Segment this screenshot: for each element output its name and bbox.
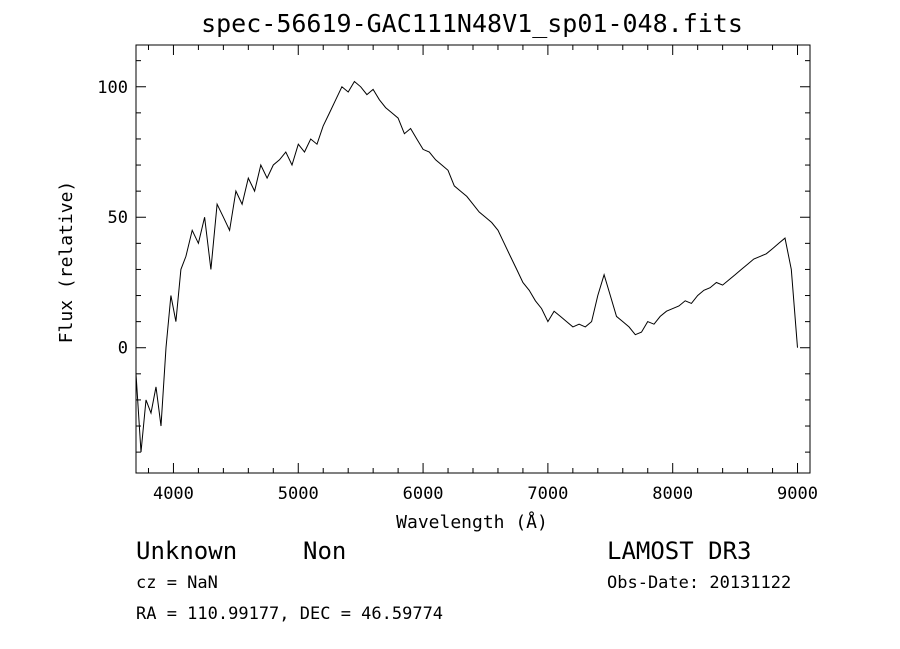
x-tick-label: 8000 bbox=[652, 484, 693, 504]
obs-date-text: Obs-Date: 20131122 bbox=[607, 573, 791, 593]
y-tick-label: 50 bbox=[108, 208, 128, 228]
survey-name: LAMOST DR3 bbox=[607, 537, 752, 565]
object-subclass: Non bbox=[303, 537, 346, 565]
y-axis-label: Flux (relative) bbox=[56, 181, 77, 344]
x-tick-label: 9000 bbox=[777, 484, 818, 504]
x-tick-label: 5000 bbox=[278, 484, 319, 504]
x-axis-label: Wavelength (Å) bbox=[396, 511, 548, 533]
plot-frame bbox=[135, 44, 811, 474]
y-tick-label: 100 bbox=[97, 78, 128, 98]
coords-text: RA = 110.99177, DEC = 46.59774 bbox=[136, 604, 443, 624]
spectrum-series-line bbox=[136, 80, 798, 453]
y-tick-label: 0 bbox=[118, 339, 128, 359]
chart-title: spec-56619-GAC111N48V1_sp01-048.fits bbox=[201, 9, 743, 38]
redshift-text: cz = NaN bbox=[136, 573, 218, 593]
object-class: Unknown bbox=[136, 537, 237, 565]
x-tick-label: 7000 bbox=[527, 484, 568, 504]
x-tick-label: 4000 bbox=[153, 484, 194, 504]
x-tick-label: 6000 bbox=[403, 484, 444, 504]
